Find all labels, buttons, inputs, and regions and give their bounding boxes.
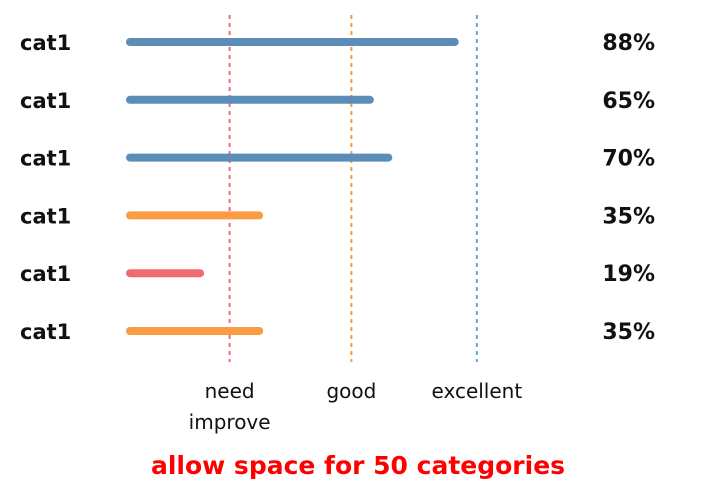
threshold-label-1-line-0: good — [326, 379, 376, 403]
value-labels: 88% 65% 70% 35% 19% 35% — [602, 31, 655, 345]
value-label-0: 88% — [602, 31, 655, 56]
category-label-1: cat1 — [20, 89, 71, 113]
value-label-4: 19% — [602, 262, 655, 287]
threshold-label-2-line-0: excellent — [432, 379, 523, 403]
threshold-labels: need improve good excellent — [189, 379, 523, 434]
threshold-label-0-line-1: improve — [189, 410, 271, 434]
value-label-3: 35% — [602, 204, 655, 229]
value-label-2: 70% — [602, 147, 655, 172]
value-label-5: 35% — [602, 320, 655, 345]
category-label-2: cat1 — [20, 147, 71, 171]
value-label-1: 65% — [602, 89, 655, 114]
chart-note: allow space for 50 categories — [151, 451, 565, 480]
category-label-0: cat1 — [20, 31, 71, 55]
bars-group — [126, 38, 459, 335]
category-labels: cat1 cat1 cat1 cat1 cat1 cat1 — [20, 31, 71, 344]
category-label-4: cat1 — [20, 262, 71, 286]
category-label-3: cat1 — [20, 204, 71, 228]
threshold-lines — [228, 15, 478, 362]
category-label-5: cat1 — [20, 320, 71, 344]
threshold-label-0-line-0: need — [205, 379, 255, 403]
